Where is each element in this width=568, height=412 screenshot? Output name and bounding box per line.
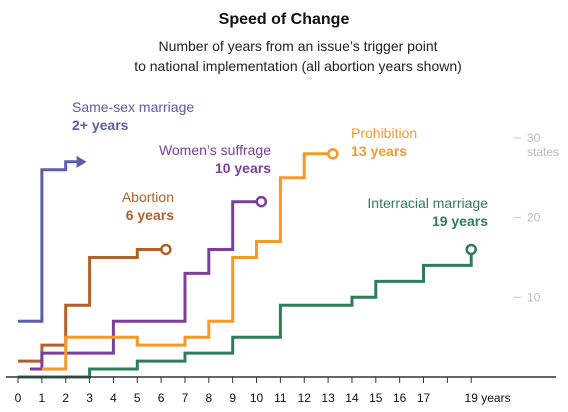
- series-duration-prohibition: 13 years: [351, 143, 407, 159]
- x-tick-label: 4: [110, 391, 117, 405]
- y-tick-label: 30: [527, 131, 541, 145]
- x-tick-label: 2: [62, 391, 69, 405]
- series-end-marker-prohibition: [327, 148, 339, 160]
- x-tick-label: 8: [205, 391, 212, 405]
- x-tick-label: 12: [298, 391, 312, 405]
- x-tick-label: 15: [369, 391, 383, 405]
- series-line-women-s-suffrage: [29, 200, 262, 371]
- x-axis: 0 1 2 3 4 5 6 7 8 9 10 11 12 13 14 15 16 17 19 years: [6, 376, 556, 405]
- series-end-marker-abortion: [160, 243, 172, 256]
- series-labels: Same-sex marriage 2+ years Abortion 6 years…: [72, 99, 488, 229]
- series-name-abortion: Abortion: [122, 189, 174, 205]
- series-line-same-sex-marriage: [18, 160, 78, 323]
- series-layer: [18, 148, 477, 379]
- x-unit-label: years: [481, 391, 510, 405]
- series-end-marker-interracial-marriage: [465, 243, 477, 256]
- series-end-arrow-same-sex-marriage: [76, 155, 87, 168]
- x-tick-label: 16: [393, 391, 407, 405]
- chart-subtitle-line-1: Number of years from an issue’s trigger …: [158, 38, 437, 54]
- x-tick-label: 13: [321, 391, 335, 405]
- y-tick-label: 10: [527, 290, 541, 304]
- chart-title: Speed of Change: [219, 11, 350, 28]
- series-end-marker-women-s-suffrage: [255, 195, 268, 208]
- series-name-prohibition: Prohibition: [351, 125, 417, 141]
- x-tick-label: 5: [134, 391, 141, 405]
- series-duration-interracial-marriage: 19 years: [432, 213, 488, 229]
- x-tick-label: 0: [15, 391, 22, 405]
- x-tick-label: 17: [417, 391, 431, 405]
- series-name-women-s-suffrage: Women’s suffrage: [159, 142, 271, 158]
- x-tick-label: 1: [39, 391, 46, 405]
- y-tick-label: 20: [527, 211, 541, 225]
- series-name-interracial-marriage: Interracial marriage: [367, 195, 488, 211]
- series-name-same-sex-marriage: Same-sex marriage: [72, 99, 194, 115]
- series-duration-same-sex-marriage: 2+ years: [72, 117, 129, 133]
- x-tick-label: 3: [86, 391, 93, 405]
- series-duration-women-s-suffrage: 10 years: [215, 160, 271, 176]
- x-tick-label: 6: [158, 391, 165, 405]
- x-tick-label: 10: [250, 391, 264, 405]
- chart-subtitle-line-2: to national implementation (all abortion…: [134, 58, 462, 74]
- series-line-interracial-marriage: [18, 249, 473, 379]
- x-tick-label: 11: [274, 391, 287, 405]
- series-duration-abortion: 6 years: [126, 207, 174, 223]
- x-tick-label: 19: [465, 391, 479, 405]
- y-unit-label: states: [527, 145, 559, 159]
- x-tick-label: 9: [229, 391, 236, 405]
- x-tick-label: 14: [345, 391, 359, 405]
- series-line-prohibition: [41, 152, 333, 371]
- x-tick-label: 7: [182, 391, 189, 405]
